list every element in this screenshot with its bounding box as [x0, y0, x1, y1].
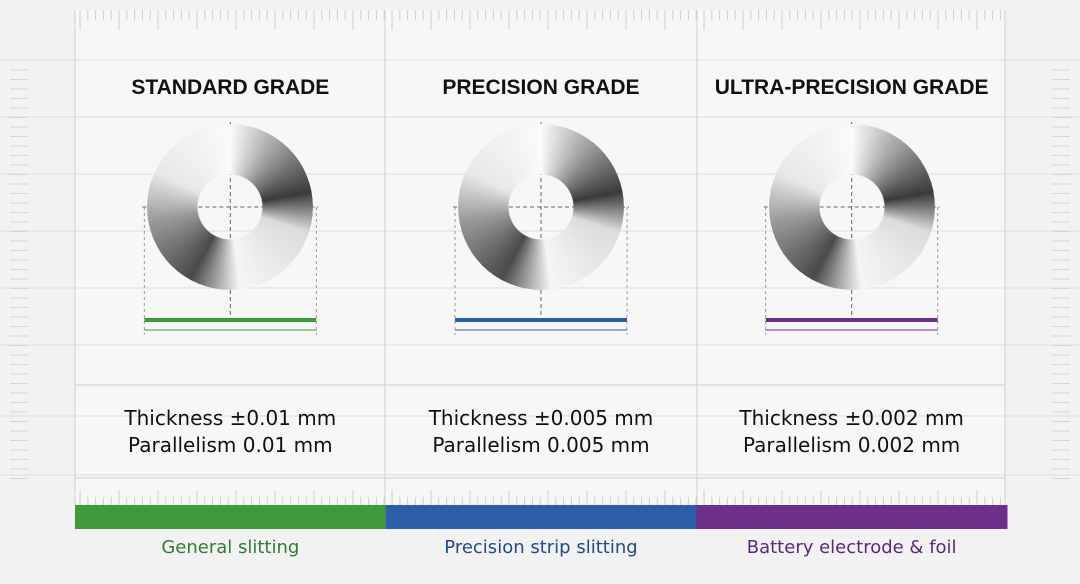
color-bar: [75, 505, 387, 529]
parallelism: Parallelism 0.002 mm: [743, 433, 961, 457]
parallelism: Parallelism 0.005 mm: [432, 433, 650, 457]
title: ULTRA-PRECISION GRADE: [714, 76, 989, 99]
color-bar: [696, 505, 1008, 529]
blade-ring: [458, 124, 624, 290]
app: Precision strip slitting: [444, 537, 638, 558]
thickness: Thickness ±0.005 mm: [428, 406, 654, 430]
parallelism: Parallelism 0.01 mm: [128, 433, 333, 457]
app: General slitting: [161, 537, 300, 558]
title: PRECISION GRADE: [442, 76, 640, 99]
thickness: Thickness ±0.01 mm: [124, 406, 337, 430]
title: STANDARD GRADE: [131, 76, 330, 99]
thickness: Thickness ±0.002 mm: [739, 406, 964, 430]
color-bar: [385, 505, 697, 529]
spec: Thickness ±0.01 mm Parallelism 0.01 mm: [75, 405, 386, 459]
spec: Thickness ±0.002 mm Parallelism 0.002 mm: [696, 405, 1007, 459]
blade-ring: [147, 124, 314, 290]
spec: Thickness ±0.005 mm Parallelism 0.005 mm: [386, 405, 697, 459]
blade-ring: [768, 124, 935, 290]
app: Battery electrode & foil: [746, 537, 957, 558]
